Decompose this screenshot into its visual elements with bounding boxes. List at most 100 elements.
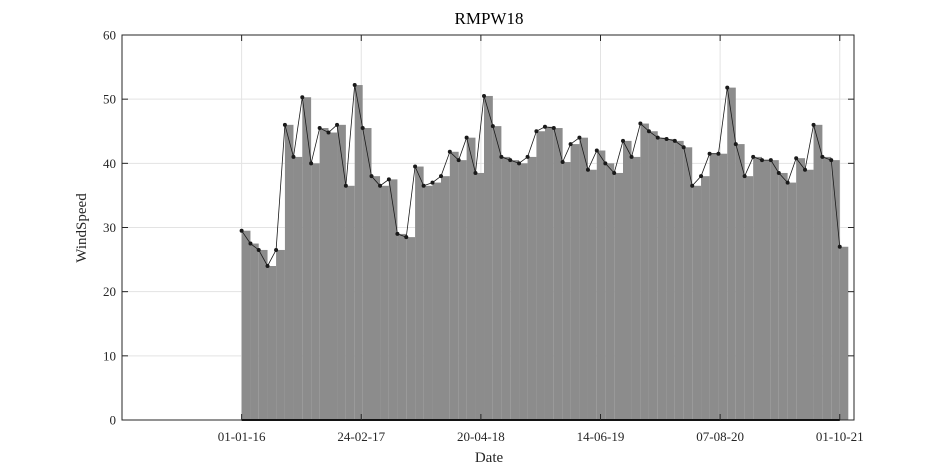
- series-range-bar: [579, 137, 588, 420]
- series-range-bar: [839, 246, 849, 420]
- series-peak-point: [239, 228, 244, 233]
- series-range-bar: [674, 140, 684, 420]
- series-range-bar: [718, 153, 728, 421]
- series-peak-point: [282, 122, 287, 127]
- series-range-bar: [449, 151, 459, 421]
- series-peak-point: [760, 158, 765, 163]
- series-peak-point: [343, 183, 348, 188]
- series-peak-point: [517, 161, 522, 166]
- series-peak-point: [776, 170, 781, 175]
- series-range-bar: [701, 176, 710, 420]
- series-range-bar: [796, 158, 806, 420]
- series-peak-point: [265, 264, 270, 268]
- series-range-bar: [406, 237, 416, 420]
- series-range-bar: [744, 176, 754, 420]
- series-range-bar: [813, 124, 823, 420]
- series-range-bar: [354, 85, 363, 421]
- series-range-bar: [605, 163, 615, 421]
- series-peak-point: [829, 158, 834, 163]
- series-peak-point: [612, 170, 617, 175]
- y-tick-label: 10: [103, 348, 116, 363]
- series-peak-point: [707, 151, 712, 156]
- series-range-bar: [319, 128, 329, 420]
- series-peak-point: [274, 247, 279, 252]
- series-range-bar: [302, 97, 312, 420]
- series-peak-point: [655, 135, 660, 140]
- series-peak-point: [551, 126, 556, 131]
- series-range-bar: [519, 163, 528, 421]
- series-range-bar: [371, 176, 381, 420]
- series-peak-point: [404, 235, 409, 240]
- series-peak-point: [508, 158, 513, 163]
- series-peak-point: [742, 174, 747, 179]
- series-range-bar: [596, 150, 606, 420]
- series-peak-point: [716, 151, 721, 156]
- series-range-bar: [648, 131, 658, 420]
- series-peak-point: [542, 124, 547, 129]
- series-peak-point: [447, 149, 452, 154]
- series-range-bar: [492, 126, 502, 420]
- series-range-bar: [284, 124, 294, 420]
- series-peak-point: [300, 95, 305, 100]
- series-range-bar: [432, 182, 442, 420]
- series-peak-point: [646, 129, 651, 134]
- series-peak-line: [241, 84, 841, 267]
- y-tick-label: 20: [103, 284, 116, 299]
- series-peak-point: [335, 122, 340, 127]
- x-tick-label: 01-01-16: [218, 429, 266, 444]
- series-peak-point: [811, 122, 816, 127]
- series-peak-point: [794, 156, 799, 161]
- x-tick-label: 07-08-20: [696, 429, 744, 444]
- series-range-bar: [380, 185, 389, 420]
- series-range-bar: [484, 95, 493, 420]
- series-peak-point: [291, 154, 296, 159]
- series-peak-point: [482, 93, 487, 98]
- series-range-bar: [388, 179, 398, 420]
- series-peak-point: [638, 121, 643, 126]
- series-range-bar: [570, 144, 580, 421]
- series-peak-point: [256, 247, 261, 252]
- series-range-bar: [423, 185, 433, 420]
- y-axis-label: WindSpeed: [74, 193, 90, 263]
- series-peak-point: [629, 154, 634, 159]
- series-peak-point: [664, 136, 669, 141]
- series-peak-point: [326, 130, 331, 135]
- series-peak-point: [413, 164, 418, 169]
- series-peak-point: [378, 183, 383, 188]
- plot-area: [239, 83, 849, 421]
- series-range-bar: [805, 169, 814, 420]
- series-range-bar: [727, 87, 736, 420]
- series-peak-point: [439, 174, 444, 179]
- series-range-bar: [587, 169, 597, 420]
- series-range-bar: [623, 140, 632, 420]
- series-peak-point: [699, 174, 704, 179]
- y-tick-label: 0: [110, 413, 117, 428]
- series-peak-point: [820, 154, 825, 159]
- y-tick-label: 60: [103, 28, 116, 43]
- series-range-bar: [640, 123, 649, 421]
- series-peak-point: [751, 154, 756, 159]
- series-peak-point: [568, 142, 573, 147]
- series-peak-point: [386, 177, 391, 182]
- series-peak-point: [473, 170, 478, 175]
- series-peak-point: [621, 138, 626, 143]
- y-tick-label: 30: [103, 220, 116, 235]
- series-peak-point: [464, 135, 469, 140]
- series-range-bar: [337, 124, 346, 420]
- series-range-bar: [553, 128, 563, 420]
- series-peak-point: [594, 148, 599, 153]
- series-range-bar: [276, 249, 285, 420]
- series-range-bar: [683, 147, 693, 420]
- series-peak-point: [803, 167, 808, 172]
- series-range-bar: [778, 172, 788, 420]
- series-peak-point: [309, 161, 314, 166]
- x-tick-label: 14-06-19: [577, 429, 625, 444]
- x-tick-labels: 01-01-16 24-02-17 20-04-18 14-06-19 07-08-20…: [218, 429, 864, 444]
- series-range-bar: [267, 266, 277, 420]
- x-tick-label: 01-10-21: [816, 429, 864, 444]
- series-range-bar: [501, 156, 511, 420]
- series-range-bar: [753, 156, 763, 420]
- series-peak-point: [490, 124, 495, 129]
- x-tick-label: 20-04-18: [457, 429, 505, 444]
